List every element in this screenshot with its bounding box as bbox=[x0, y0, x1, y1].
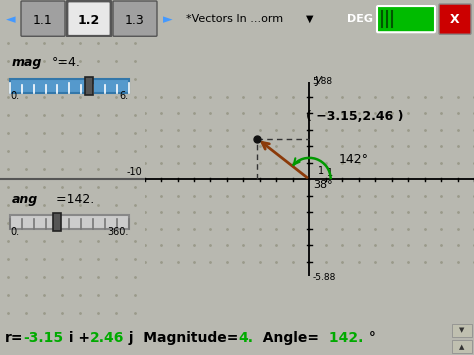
Text: -3.15: -3.15 bbox=[24, 331, 64, 345]
Text: 5.88: 5.88 bbox=[312, 77, 333, 86]
FancyBboxPatch shape bbox=[377, 6, 435, 32]
Text: 6.: 6. bbox=[119, 91, 128, 101]
Text: -10: -10 bbox=[127, 167, 142, 177]
Text: 0.: 0. bbox=[10, 91, 19, 101]
Text: 360.: 360. bbox=[107, 227, 128, 237]
Text: ▲: ▲ bbox=[459, 344, 465, 350]
FancyBboxPatch shape bbox=[439, 4, 471, 34]
Text: 1: 1 bbox=[328, 168, 334, 178]
Text: ▼: ▼ bbox=[459, 327, 465, 333]
Text: 1.2: 1.2 bbox=[78, 13, 100, 27]
Text: °=4.: °=4. bbox=[52, 56, 81, 69]
Text: 38°: 38° bbox=[313, 180, 333, 190]
Text: 2.46: 2.46 bbox=[90, 331, 124, 345]
Text: mag: mag bbox=[12, 56, 42, 69]
Text: ang: ang bbox=[12, 193, 38, 206]
Text: 1.1: 1.1 bbox=[33, 13, 53, 27]
Text: 4.: 4. bbox=[238, 331, 254, 345]
Text: ◄: ◄ bbox=[6, 13, 16, 26]
Text: 142.: 142. bbox=[324, 331, 364, 345]
Text: r=: r= bbox=[5, 331, 24, 345]
Text: ►: ► bbox=[163, 13, 173, 26]
Text: i +: i + bbox=[64, 331, 90, 345]
FancyBboxPatch shape bbox=[67, 1, 111, 36]
Bar bbox=[53, 213, 61, 231]
Bar bbox=[10, 79, 128, 93]
Text: 0.: 0. bbox=[10, 227, 19, 237]
Text: 1.3: 1.3 bbox=[125, 13, 145, 27]
FancyBboxPatch shape bbox=[452, 340, 472, 353]
Text: Angle=: Angle= bbox=[254, 331, 324, 345]
Text: j  Magnitude=: j Magnitude= bbox=[124, 331, 238, 345]
Text: X: X bbox=[450, 13, 460, 26]
Text: 142°: 142° bbox=[339, 153, 369, 166]
FancyBboxPatch shape bbox=[452, 324, 472, 337]
Text: ( −3.15,2.46 ): ( −3.15,2.46 ) bbox=[306, 110, 403, 123]
Bar bbox=[10, 215, 128, 229]
Text: y: y bbox=[314, 73, 321, 86]
FancyBboxPatch shape bbox=[21, 1, 65, 36]
Text: 1: 1 bbox=[318, 166, 324, 176]
Text: -5.88: -5.88 bbox=[312, 273, 336, 282]
Text: ▼: ▼ bbox=[306, 14, 314, 24]
Text: DEG: DEG bbox=[347, 14, 373, 24]
Text: °: ° bbox=[364, 331, 375, 345]
Text: =142.: =142. bbox=[52, 193, 94, 206]
Bar bbox=[85, 77, 93, 95]
Text: *Vectors In ...orm: *Vectors In ...orm bbox=[186, 14, 283, 24]
FancyBboxPatch shape bbox=[113, 1, 157, 36]
